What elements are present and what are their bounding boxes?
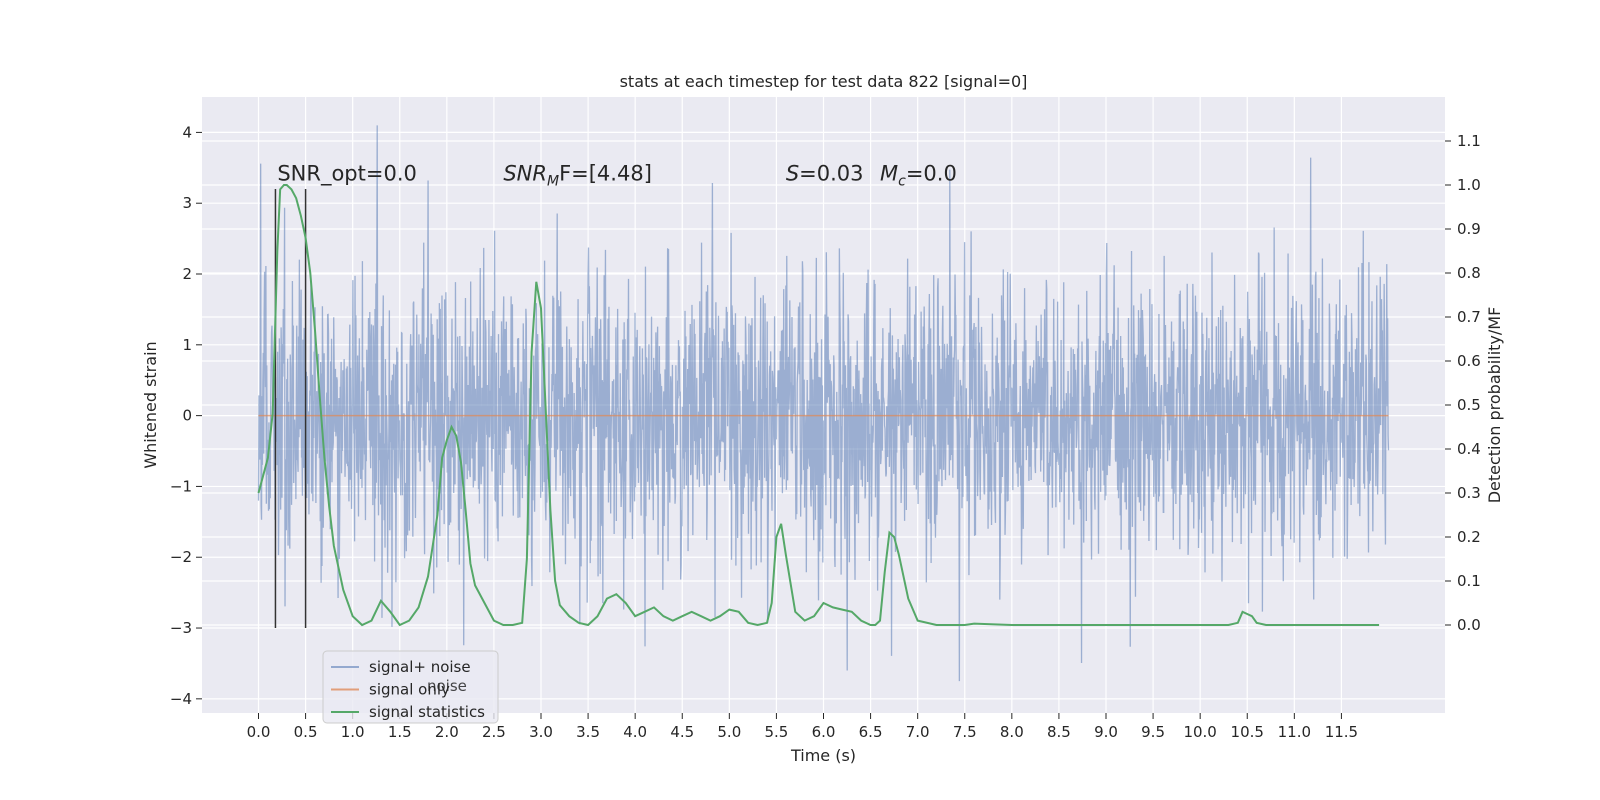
x-tick-label: 5.5 [764,723,788,741]
x-tick-label: 2.5 [482,723,506,741]
x-tick-label: 0.0 [247,723,271,741]
x-tick-label: 9.0 [1094,723,1118,741]
y-tick-label: −3 [170,619,192,637]
annotations: SNR_opt=0.0 SNRMF=[4.48] S=0.03 Mc=0.0 [277,162,956,190]
y-tick-label: 2 [182,265,192,283]
annotation: SNR_opt=0.0 [277,162,417,187]
y-right-tick-label: 1.0 [1457,176,1481,194]
y-right-tick-label: 0.2 [1457,528,1481,546]
legend-label: signal+ noise [369,658,471,676]
x-axis-label: Time (s) [790,746,856,765]
axis-ticks: 0.0 0.5 1.0 1.5 2.0 2.5 3.0 3.5 4.0 4.5 5.0 5.5 6.0 6… [170,123,1481,741]
y-right-tick-label: 0.8 [1457,264,1481,282]
x-tick-label: 3.0 [529,723,553,741]
x-tick-label: 1.0 [341,723,365,741]
x-tick-label: 4.5 [670,723,694,741]
y-right-tick-label: 0.1 [1457,572,1481,590]
annotation: Mc=0.0 [880,162,957,190]
x-tick-label: 9.5 [1141,723,1165,741]
x-tick-label: 8.0 [1000,723,1024,741]
y-right-axis-label: Detection probability/MF [1485,307,1504,504]
y-tick-label: −1 [170,477,192,495]
chart-title: stats at each timestep for test data 822… [620,72,1028,91]
annotation: SNRMF=[4.48] [503,162,652,190]
x-tick-label: 5.0 [717,723,741,741]
annotation: S=0.03 [786,162,864,186]
legend-label: signal only [369,681,450,699]
x-tick-label: 11.5 [1325,723,1358,741]
y-right-tick-label: 0.9 [1457,220,1481,238]
signal-statistics-series [257,184,1380,627]
y-tick-label: 0 [182,407,192,425]
x-tick-label: 10.5 [1231,723,1264,741]
y-tick-label: 1 [182,336,192,354]
legend-label: signal statistics [369,703,485,721]
y-right-tick-label: 1.1 [1457,132,1481,150]
y-tick-label: −2 [170,548,192,566]
x-tick-label: 2.0 [435,723,459,741]
y-tick-label: −4 [170,690,192,708]
x-tick-label: 6.0 [812,723,836,741]
x-tick-label: 6.5 [859,723,883,741]
legend-box [322,650,499,724]
x-tick-label: 7.0 [906,723,930,741]
y-right-tick-label: 0.6 [1457,352,1481,370]
y-right-tick-label: 0.4 [1457,440,1481,458]
y-right-tick-label: 0.7 [1457,308,1481,326]
y-axis-label: Whitened strain [141,341,160,468]
y-tick-label: 4 [182,123,192,141]
x-tick-label: 11.0 [1278,723,1311,741]
x-tick-label: 8.5 [1047,723,1071,741]
x-tick-label: 4.0 [623,723,647,741]
legend-overlap-text: noise [427,677,467,695]
x-tick-label: 1.5 [388,723,412,741]
y-right-tick-label: 0.3 [1457,484,1481,502]
x-tick-label: 7.5 [953,723,977,741]
y-right-tick-label: 0.5 [1457,396,1481,414]
x-tick-label: 3.5 [576,723,600,741]
y-tick-label: 3 [182,194,192,212]
y-right-tick-label: 0.0 [1457,616,1481,634]
vertical-markers [274,189,307,629]
signal-statistics-line [257,184,1380,627]
x-tick-label: 0.5 [294,723,318,741]
x-tick-label: 10.0 [1183,723,1216,741]
